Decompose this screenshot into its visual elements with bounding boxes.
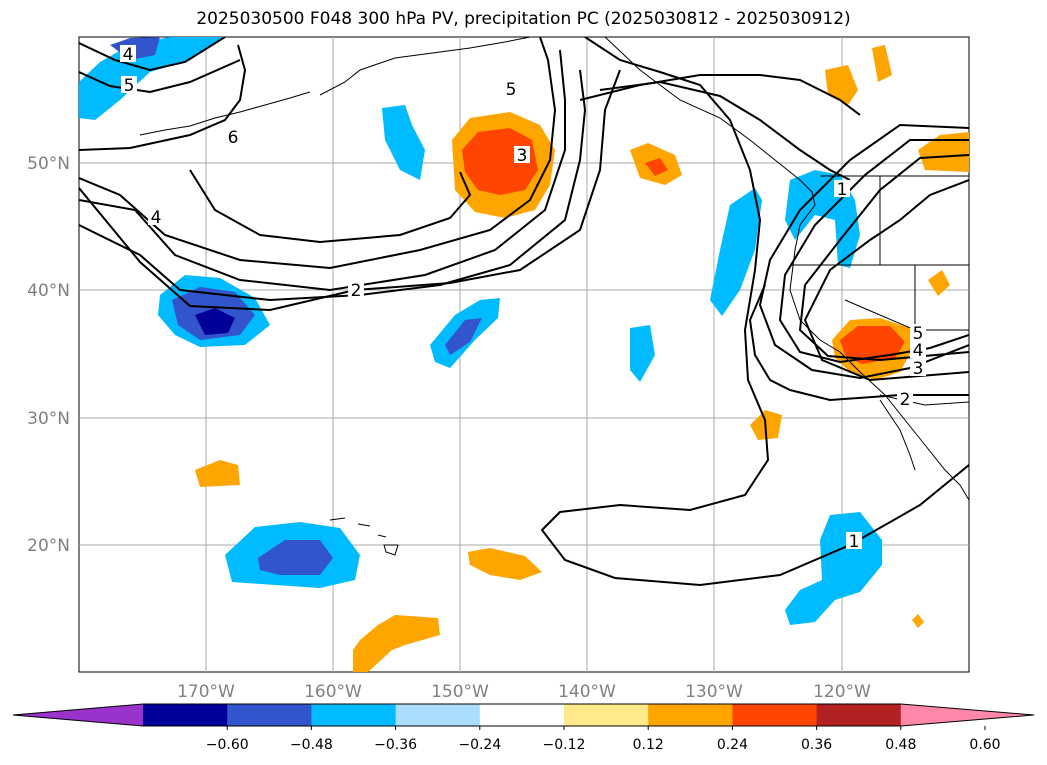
lon-label: 130°W (685, 682, 743, 702)
pv-contour-trough-d (803, 179, 969, 382)
contour-label: 6 (228, 128, 239, 148)
colorbar-bin (564, 704, 649, 726)
coastlines (139, 37, 969, 556)
contour-label: 4 (123, 45, 134, 65)
colorbar-tick-label: 0.24 (717, 737, 748, 753)
anomaly-bc-far-north (872, 45, 892, 82)
contour-label: 4 (913, 341, 924, 361)
contour-label: 3 (913, 359, 924, 379)
colorbar-bin (816, 704, 902, 726)
pv-contour-trough-a (758, 123, 969, 380)
mexico-border (879, 394, 969, 406)
pv-contour-ridge-3 (79, 69, 587, 302)
colorbar-extend-max (900, 704, 1034, 726)
panhandle-coast (604, 37, 813, 193)
pv-contour-2-east (748, 284, 969, 402)
lat-label: 20°N (27, 536, 70, 556)
pv-contour-ridge-2 (79, 49, 566, 292)
anomaly-montana (918, 132, 969, 172)
anomaly-gulf-alaska-core (462, 128, 538, 195)
pv-contour-nw-2 (79, 59, 241, 94)
baja-coast (879, 399, 916, 471)
colorbar-bin (227, 704, 312, 726)
anomaly-south-band (353, 615, 440, 672)
contour-label: 3 (517, 146, 528, 166)
lon-label: 160°W (304, 682, 362, 702)
colorbar-bin (395, 704, 481, 726)
anomaly-west-coast-band (710, 188, 762, 316)
anomaly-wyoming (928, 270, 950, 296)
pv-contour-trough-2 (599, 80, 851, 181)
lon-label: 150°W (431, 682, 489, 702)
lon-label: 170°W (177, 682, 235, 702)
lon-label: 140°W (558, 682, 616, 702)
pv-contour-ridge-1 (79, 37, 557, 270)
colorbar-tick-label: 0.60 (969, 737, 1000, 753)
colorbar-bin (732, 704, 818, 726)
lon-label: 120°W (813, 682, 871, 702)
anomaly-west-small (195, 460, 240, 487)
pv-contour-1 (540, 37, 969, 587)
pv-contour-6 (79, 44, 247, 151)
contour-label: 1 (837, 180, 848, 200)
colorbar: −0.60 −0.48 −0.36 −0.24 −0.12 0.12 0.24 0.36 0.4… (12, 703, 1035, 753)
pv-contour-trough-b (778, 139, 969, 364)
colorbar-bin (311, 704, 397, 726)
anomaly-mid-band-core (445, 318, 482, 355)
lat-label: 30°N (27, 409, 70, 429)
anomaly-hawaii-ne (468, 548, 542, 580)
contour-label: 2 (351, 281, 362, 301)
pv-contour-2 (79, 69, 621, 312)
colorbar-tick-label: −0.24 (458, 737, 501, 753)
pv-contour-loop-west (189, 169, 472, 244)
contour-label: 2 (900, 390, 911, 410)
latitude-labels: 50°N 40°N 30°N 20°N (27, 154, 70, 556)
anomaly-hawaii-west-core (258, 540, 333, 575)
bc-coast (789, 191, 969, 501)
contour-label: 5 (913, 324, 924, 344)
pv-contour-trough-c (798, 154, 969, 362)
contour-labels: 4 5 6 4 2 5 3 1 5 4 3 2 1 (120, 45, 926, 552)
longitude-labels: 170°W 160°W 150°W 140°W 130°W 120°W (177, 682, 871, 702)
colorbar-outline (12, 703, 1035, 727)
contour-label: 5 (124, 76, 135, 96)
contour-label: 1 (849, 532, 860, 552)
colorbar-tick-label: 0.12 (633, 737, 664, 753)
hawaii-islands (329, 517, 399, 556)
colorbar-tick-label: −0.60 (206, 737, 249, 753)
state-line-3 (844, 299, 916, 331)
contour-label: 4 (151, 208, 162, 228)
negative-anomalies (79, 37, 882, 625)
colorbar-tick-label: −0.12 (543, 737, 586, 753)
anomaly-central-north-core (195, 308, 235, 335)
anomaly-nw-corner (79, 37, 225, 120)
lat-label: 50°N (27, 154, 70, 174)
anomaly-aleutian-south (382, 105, 425, 180)
alaska-coast (319, 37, 531, 96)
colorbar-tick-label: 0.48 (885, 737, 916, 753)
anomaly-tiny-south (912, 614, 924, 628)
colorbar-bin (648, 704, 733, 726)
colorbar-tick-label: −0.36 (374, 737, 417, 753)
figure-title: 2025030500 F048 300 hPa PV, precipitatio… (196, 9, 851, 29)
pv-contour-nw-1 (79, 37, 226, 72)
lat-label: 40°N (27, 281, 70, 301)
colorbar-bin (479, 704, 565, 726)
anomaly-bc-north (825, 65, 858, 105)
colorbar-extend-min (13, 704, 143, 726)
pv-contours (79, 37, 969, 587)
contour-label: 5 (506, 80, 517, 100)
colorbar-tick-label: −0.48 (290, 737, 333, 753)
anomaly-small-north-core (645, 158, 668, 176)
colorbar-tick-label: 0.36 (801, 737, 832, 753)
colorbar-bin (143, 704, 228, 726)
anomaly-small-cell (630, 325, 655, 382)
